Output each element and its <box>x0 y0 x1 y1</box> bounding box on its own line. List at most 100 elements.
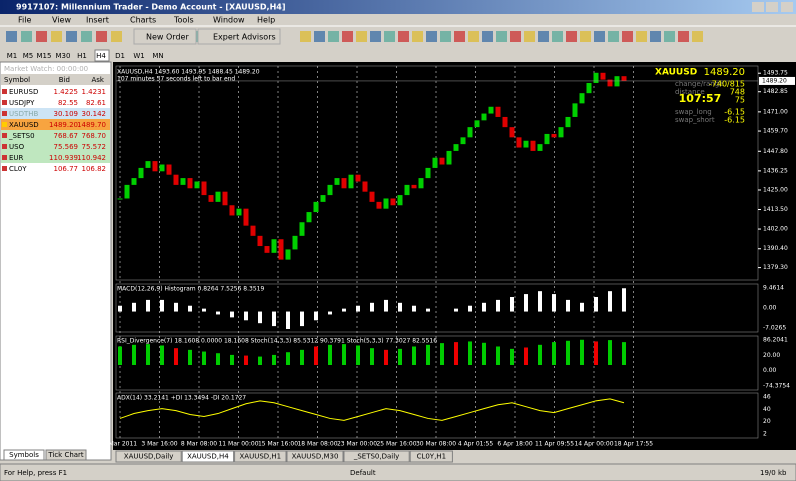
toolbar-icon[interactable] <box>342 31 353 42</box>
toolbar-icon[interactable] <box>510 31 521 42</box>
toolbar-icon[interactable] <box>398 31 409 42</box>
chart-tab[interactable] <box>115 450 182 463</box>
timeframe[interactable]: H1 <box>77 52 87 60</box>
ask: 110.942 <box>77 154 106 162</box>
toolbar-icon[interactable] <box>96 31 107 42</box>
toolbar-icon[interactable] <box>678 31 689 42</box>
candle <box>222 191 228 206</box>
toolbar-icon[interactable] <box>21 31 32 42</box>
ask: 75.572 <box>82 143 107 151</box>
expert-advisors-button[interactable] <box>197 28 281 45</box>
row-bg[interactable] <box>1 141 110 152</box>
toolbar-icon[interactable] <box>566 31 577 42</box>
timeframe[interactable]: M5 <box>23 52 34 60</box>
toolbar-icon[interactable] <box>636 31 647 42</box>
toolbar-icon[interactable] <box>314 31 325 42</box>
pane <box>115 65 759 281</box>
row-bg[interactable] <box>1 152 110 163</box>
toolbar-icon[interactable] <box>412 31 423 42</box>
rsi-bar <box>300 349 304 365</box>
toolbar-icon[interactable] <box>482 31 493 42</box>
toolbar-icon[interactable] <box>440 31 451 42</box>
menu-item[interactable]: Tools <box>173 16 194 25</box>
toolbar-icon[interactable] <box>538 31 549 42</box>
candle <box>446 150 452 165</box>
row-bg[interactable] <box>1 108 110 119</box>
rsi-bar <box>342 344 346 365</box>
toolbar-icon[interactable] <box>594 31 605 42</box>
menu-item[interactable]: Charts <box>130 16 156 25</box>
candle <box>600 72 606 80</box>
toolbar-icon[interactable] <box>51 31 62 42</box>
chart-tab[interactable] <box>181 450 235 463</box>
toolbar-icon[interactable] <box>692 31 703 42</box>
menu-item[interactable]: Help <box>257 16 275 25</box>
toolbar-icon[interactable] <box>81 31 92 42</box>
rsi-bar <box>622 342 626 365</box>
candle <box>264 246 270 253</box>
candle <box>572 103 578 117</box>
toolbar-icon[interactable] <box>384 31 395 42</box>
toolbar-icon[interactable] <box>496 31 507 42</box>
close[interactable] <box>781 2 793 12</box>
menu-item[interactable]: Window <box>213 16 245 25</box>
toolbar-icon[interactable] <box>468 31 479 42</box>
row-bg[interactable] <box>1 86 110 97</box>
toolbar-icon[interactable] <box>36 31 47 42</box>
panel-tab[interactable] <box>3 449 45 461</box>
toolbar-icon[interactable] <box>454 31 465 42</box>
macd-bar <box>622 288 626 312</box>
row-icon <box>2 133 7 138</box>
candle <box>509 127 515 138</box>
rsi-bar <box>454 342 458 365</box>
timeframe[interactable]: M15 <box>37 52 52 60</box>
date-label: 8 Mar 08:00 <box>181 441 217 448</box>
price-box <box>759 76 795 85</box>
panel-tab[interactable] <box>45 449 87 461</box>
new-order-button[interactable] <box>133 28 197 45</box>
toolbar-icon[interactable] <box>66 31 77 42</box>
candle <box>544 133 550 145</box>
rsi-bar <box>370 348 374 365</box>
row-bg[interactable] <box>1 97 110 108</box>
timeframe[interactable]: D1 <box>115 52 125 60</box>
row-bg[interactable] <box>1 163 110 174</box>
toolbar-icon[interactable] <box>664 31 675 42</box>
toolbar-icon[interactable] <box>524 31 535 42</box>
chart-tab[interactable] <box>234 450 287 463</box>
timeframe[interactable]: M1 <box>7 52 18 60</box>
toolbar-icon[interactable] <box>370 31 381 42</box>
maximize[interactable] <box>766 2 778 12</box>
toolbar-icon[interactable] <box>328 31 339 42</box>
date-label: 3 Mar 16:00 <box>141 441 177 448</box>
timeframe[interactable]: H4 <box>96 52 106 60</box>
timeframe[interactable]: MN <box>152 52 163 60</box>
rsi-bar <box>202 351 206 365</box>
menu-item[interactable]: Insert <box>86 16 109 25</box>
toolbar-icon[interactable] <box>111 31 122 42</box>
minimize[interactable] <box>752 2 764 12</box>
expert-advisors-label: Expert Advisors <box>213 33 276 42</box>
symbol: _SETS0 <box>8 132 35 140</box>
bid: 30.109 <box>54 110 79 118</box>
toolbar-icon[interactable] <box>6 31 17 42</box>
chart-tab[interactable] <box>343 450 410 463</box>
chart-tab[interactable] <box>286 450 344 463</box>
timeframe[interactable]: M30 <box>56 52 71 60</box>
row-bg[interactable] <box>1 119 110 130</box>
row-bg[interactable] <box>1 130 110 141</box>
chart-tab[interactable] <box>409 450 453 463</box>
menu-item[interactable]: View <box>52 16 71 25</box>
toolbar-icon[interactable] <box>622 31 633 42</box>
toolbar-icon[interactable] <box>300 31 311 42</box>
timeframe[interactable]: W1 <box>133 52 144 60</box>
toolbar-icon[interactable] <box>608 31 619 42</box>
toolbar-icon[interactable] <box>426 31 437 42</box>
toolbar-icon[interactable] <box>580 31 591 42</box>
toolbar-icon[interactable] <box>356 31 367 42</box>
macd-bar <box>412 305 416 312</box>
menu-item[interactable]: File <box>18 16 31 25</box>
toolbar-icon[interactable] <box>650 31 661 42</box>
toolbar-icon[interactable] <box>552 31 563 42</box>
